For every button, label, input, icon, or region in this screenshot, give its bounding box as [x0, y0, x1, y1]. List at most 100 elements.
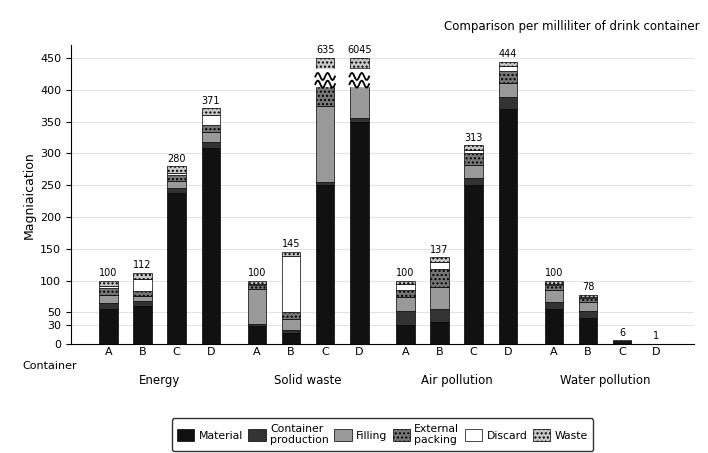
Bar	[133, 280, 152, 291]
Bar	[498, 66, 517, 71]
Bar	[202, 115, 220, 125]
Bar	[99, 303, 118, 309]
Text: 112: 112	[133, 260, 152, 270]
Bar	[430, 287, 449, 309]
Bar	[248, 327, 266, 344]
Text: 444: 444	[498, 49, 517, 59]
Bar	[579, 318, 598, 344]
Bar	[316, 58, 334, 77]
Bar	[464, 154, 483, 165]
Text: 100: 100	[248, 268, 266, 278]
Text: Air pollution: Air pollution	[421, 374, 493, 387]
Bar	[579, 311, 598, 318]
Bar	[579, 294, 598, 297]
Bar	[350, 71, 368, 83]
Bar	[282, 319, 300, 330]
Bar	[167, 173, 185, 175]
Bar	[167, 175, 185, 182]
Bar	[464, 149, 483, 154]
Bar	[167, 188, 185, 193]
Bar	[282, 252, 300, 256]
Bar	[544, 285, 563, 290]
Bar	[350, 118, 368, 122]
Bar	[316, 80, 334, 106]
Text: Solid waste: Solid waste	[274, 374, 342, 387]
Bar	[613, 341, 632, 342]
Text: Energy: Energy	[139, 374, 181, 387]
Bar	[202, 132, 220, 142]
Bar	[544, 284, 563, 285]
Bar	[498, 71, 517, 83]
Text: Container: Container	[23, 361, 77, 371]
Bar	[464, 165, 483, 178]
Bar	[430, 309, 449, 322]
Bar	[202, 125, 220, 132]
Bar	[99, 309, 118, 344]
Text: 137: 137	[430, 245, 449, 255]
Bar	[396, 325, 415, 344]
Text: 371: 371	[202, 96, 220, 106]
Bar	[133, 273, 152, 280]
Bar	[167, 182, 185, 188]
Bar	[579, 297, 598, 298]
Bar	[498, 83, 517, 97]
Bar	[350, 122, 368, 344]
Bar	[248, 324, 266, 327]
Bar	[282, 330, 300, 333]
Bar	[202, 142, 220, 148]
Bar	[248, 285, 266, 289]
Bar	[464, 145, 483, 149]
Bar	[99, 281, 118, 286]
Bar	[396, 284, 415, 289]
Bar	[316, 185, 334, 344]
Bar	[396, 311, 415, 325]
Bar	[248, 289, 266, 324]
Bar	[316, 77, 334, 80]
Bar	[430, 257, 449, 261]
Text: 6: 6	[619, 328, 625, 338]
Bar	[133, 301, 152, 306]
Y-axis label: Magniaication: Magniaication	[23, 151, 36, 239]
Bar	[396, 281, 415, 284]
Bar	[99, 288, 118, 295]
Text: 145: 145	[282, 240, 300, 250]
Bar	[430, 269, 449, 287]
Legend: Material, Container
production, Filling, External
packing, Discard, Waste: Material, Container production, Filling,…	[171, 419, 593, 451]
Bar	[316, 106, 334, 182]
Bar	[99, 295, 118, 303]
Bar	[202, 148, 220, 344]
Text: 6045: 6045	[347, 45, 372, 55]
Text: 635: 635	[316, 45, 334, 55]
Bar	[133, 291, 152, 296]
Bar	[202, 108, 220, 115]
Text: 100: 100	[396, 268, 414, 278]
Bar	[133, 296, 152, 301]
Bar	[464, 185, 483, 344]
Bar	[350, 67, 368, 71]
Bar	[579, 302, 598, 311]
Bar	[498, 97, 517, 109]
Bar	[350, 58, 368, 67]
Text: 100: 100	[99, 268, 118, 278]
Bar	[464, 178, 483, 185]
Text: Water pollution: Water pollution	[560, 374, 651, 387]
Bar	[579, 298, 598, 302]
Bar	[167, 166, 185, 173]
Bar	[396, 297, 415, 311]
Bar	[544, 281, 563, 284]
Bar	[248, 281, 266, 284]
Bar	[282, 333, 300, 344]
Bar	[396, 289, 415, 297]
Bar	[350, 69, 369, 86]
Bar	[544, 309, 563, 344]
Text: 313: 313	[464, 133, 483, 143]
Bar	[613, 342, 632, 344]
Text: 1: 1	[653, 331, 659, 341]
Bar	[315, 69, 335, 86]
Bar	[430, 322, 449, 344]
Bar	[350, 83, 368, 118]
Bar	[498, 62, 517, 66]
Bar	[316, 182, 334, 185]
Text: 100: 100	[544, 268, 563, 278]
Bar	[544, 302, 563, 309]
